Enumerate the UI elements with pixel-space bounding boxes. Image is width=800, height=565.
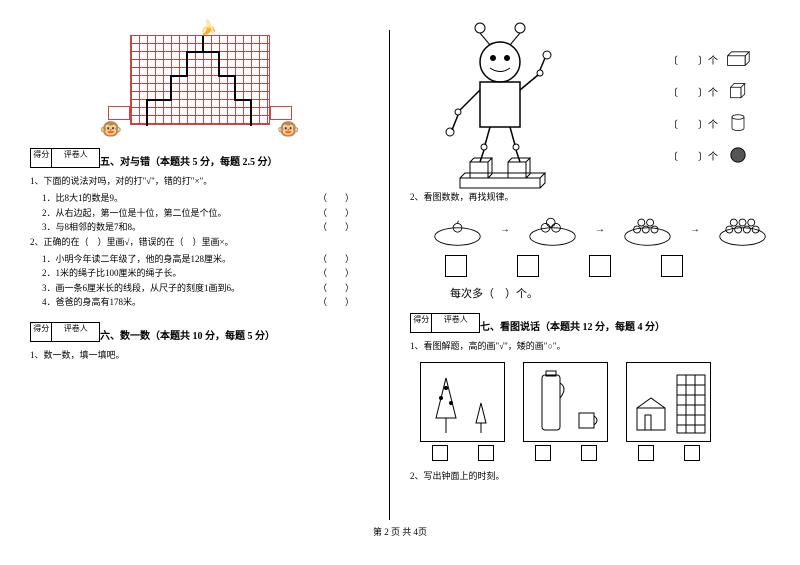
apple-pattern-row: → → → xyxy=(410,212,770,247)
score-box-7: 得分 评卷人 xyxy=(410,313,480,333)
right-column: 〔 〕个 〔 〕个 〔 〕个 〔 〕个 2、看图数数，再找规律。 xyxy=(410,20,770,510)
img-group-3 xyxy=(626,362,711,461)
tall-short-images xyxy=(410,362,770,461)
cylinder-icon xyxy=(726,114,750,132)
blank-box xyxy=(661,255,683,277)
shape-row-sphere: 〔 〕个 xyxy=(668,146,750,164)
q5-2-3-text: 3．画一条6厘米长的线段，从尺子的刻度1画到6。 xyxy=(42,283,240,293)
arrow-icon: → xyxy=(500,224,510,235)
cuboid-icon xyxy=(726,50,750,68)
cylinder-count: 〔 〕个 xyxy=(668,116,718,131)
cube-icon xyxy=(726,82,750,100)
check-box xyxy=(535,445,551,461)
plate-1 xyxy=(430,212,485,247)
q5-1: 1、下面的说法对吗，对的打"√"，错的打"×"。 xyxy=(30,174,369,188)
reviewer-label: 评卷人 xyxy=(52,323,99,341)
pattern-answer-text: 每次多（ ）个。 xyxy=(410,285,770,301)
left-column: 🍌 🐵 🐵 得分 评卷人 五、对与错（本题共 5 分，每题 2.5 分） 1、下… xyxy=(30,20,369,510)
column-divider xyxy=(389,30,390,520)
paren: （ ） xyxy=(318,266,354,280)
building-comparison xyxy=(626,362,711,442)
check-box xyxy=(478,445,494,461)
blank-boxes-row xyxy=(410,255,770,277)
reviewer-label: 评卷人 xyxy=(432,314,479,332)
plate-4 xyxy=(715,212,770,247)
plate-2 xyxy=(525,212,580,247)
sphere-count: 〔 〕个 xyxy=(668,148,718,163)
q5-1-2: 2．从右边起，第一位是十位，第二位是个位。 （ ） xyxy=(30,206,369,220)
paren: （ ） xyxy=(318,252,354,266)
q5-2-3: 3．画一条6厘米长的线段，从尺子的刻度1画到6。 （ ） xyxy=(30,281,369,295)
maze-figure: 🍌 🐵 🐵 xyxy=(100,20,300,140)
monkey-left-icon: 🐵 xyxy=(100,119,122,140)
shape-row-cuboid: 〔 〕个 xyxy=(668,50,750,68)
img-group-1 xyxy=(420,362,505,461)
q5-1-1-text: 1．比8大1的数是9。 xyxy=(42,193,123,203)
q7-1: 1、看图解题，高的画"√"，矮的画"○"。 xyxy=(410,339,770,353)
q5-2: 2、正确的在（ ）里画√，错误的在（ ）里画×。 xyxy=(30,235,369,249)
score-label: 得分 xyxy=(31,149,52,167)
arrow-icon: → xyxy=(595,224,605,235)
monkey-right-icon: 🐵 xyxy=(277,119,299,140)
cuboid-count: 〔 〕个 xyxy=(668,52,718,67)
q5-2-2-text: 2．1米的绳子比100厘米的绳子长。 xyxy=(42,268,182,278)
score-box-6: 得分 评卷人 xyxy=(30,322,100,342)
page-content: 🍌 🐵 🐵 得分 评卷人 五、对与错（本题共 5 分，每题 2.5 分） 1、下… xyxy=(0,0,800,520)
shape-count-list: 〔 〕个 〔 〕个 〔 〕个 〔 〕个 xyxy=(668,50,750,178)
check-box xyxy=(684,445,700,461)
q7-2: 2、写出钟面上的时刻。 xyxy=(410,469,770,483)
paren: （ ） xyxy=(318,281,354,295)
q-robot-pattern: 2、看图数数，再找规律。 xyxy=(410,190,770,204)
q5-2-4: 4．爸爸的身高有178米。 （ ） xyxy=(30,295,369,309)
maze-grid xyxy=(130,35,270,125)
blank-box xyxy=(445,255,467,277)
thermos-comparison xyxy=(523,362,608,442)
shape-row-cylinder: 〔 〕个 xyxy=(668,114,750,132)
score-label: 得分 xyxy=(31,323,52,341)
q5-2-2: 2．1米的绳子比100厘米的绳子长。 （ ） xyxy=(30,266,369,280)
cube-count: 〔 〕个 xyxy=(668,84,718,99)
q5-2-1: 1．小明今年读二年级了，他的身高是128厘米。 （ ） xyxy=(30,252,369,266)
robot-figure: 〔 〕个 〔 〕个 〔 〕个 〔 〕个 xyxy=(430,20,610,190)
q5-1-1: 1．比8大1的数是9。 （ ） xyxy=(30,191,369,205)
paren: （ ） xyxy=(318,295,354,309)
score-box-5: 得分 评卷人 xyxy=(30,148,100,168)
q5-2-1-text: 1．小明今年读二年级了，他的身高是128厘米。 xyxy=(42,254,231,264)
check-box xyxy=(638,445,654,461)
q5-2-4-text: 4．爸爸的身高有178米。 xyxy=(42,297,141,307)
paren: （ ） xyxy=(318,206,354,220)
plate-3 xyxy=(620,212,675,247)
answer-box-right xyxy=(270,106,292,120)
q5-1-2-text: 2．从右边起，第一位是十位，第二位是个位。 xyxy=(42,208,227,218)
answer-box-left xyxy=(108,106,130,120)
q5-1-3-text: 3．与8相邻的数是7和8。 xyxy=(42,222,141,232)
page-footer: 第 2 页 共 4页 xyxy=(0,520,800,538)
paren: （ ） xyxy=(318,191,354,205)
sphere-icon xyxy=(726,146,750,164)
q6-1: 1、数一数，填一填吧。 xyxy=(30,348,369,362)
check-box xyxy=(432,445,448,461)
score-label: 得分 xyxy=(411,314,432,332)
paren: （ ） xyxy=(318,220,354,234)
blank-box xyxy=(517,255,539,277)
q5-1-3: 3．与8相邻的数是7和8。 （ ） xyxy=(30,220,369,234)
arrow-icon: → xyxy=(690,224,700,235)
tree-comparison xyxy=(420,362,505,442)
shape-row-cube: 〔 〕个 xyxy=(668,82,750,100)
img-group-2 xyxy=(523,362,608,461)
check-box xyxy=(581,445,597,461)
reviewer-label: 评卷人 xyxy=(52,149,99,167)
blank-box xyxy=(589,255,611,277)
